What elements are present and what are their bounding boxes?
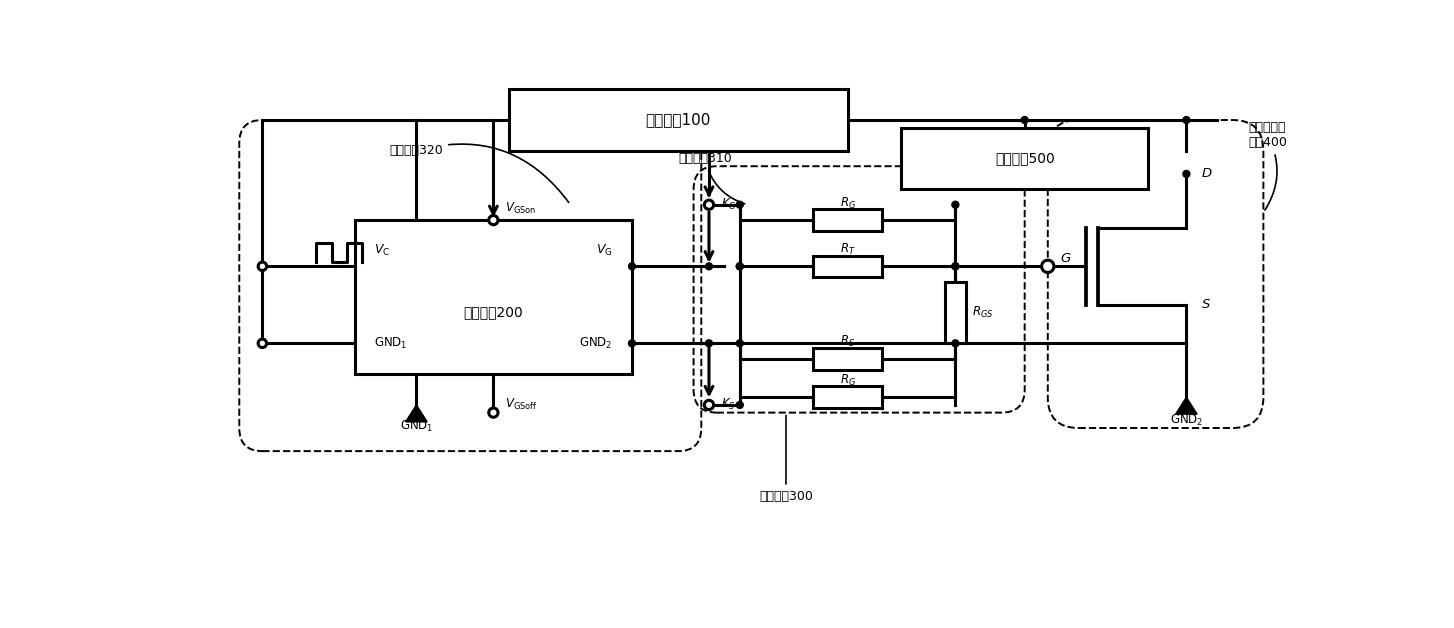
Bar	[813, 209, 883, 231]
Circle shape	[259, 262, 266, 271]
Circle shape	[736, 263, 743, 270]
Circle shape	[704, 400, 714, 409]
Polygon shape	[1176, 398, 1197, 414]
Circle shape	[952, 201, 958, 208]
Text: 控制电路100: 控制电路100	[646, 112, 711, 127]
Circle shape	[736, 263, 743, 270]
Text: GND$_2$: GND$_2$	[580, 336, 612, 351]
Bar	[945, 282, 965, 344]
Circle shape	[736, 401, 743, 408]
Circle shape	[736, 340, 743, 347]
Text: $V_\mathrm{GSoff}$: $V_\mathrm{GSoff}$	[505, 398, 538, 413]
Circle shape	[705, 340, 712, 347]
Text: $V_\mathrm{C}$: $V_\mathrm{C}$	[374, 244, 390, 259]
Bar	[813, 256, 883, 277]
Text: $R_S$: $R_S$	[840, 334, 855, 349]
Circle shape	[1184, 117, 1189, 124]
Text: D: D	[1202, 168, 1213, 180]
Bar	[901, 127, 1147, 189]
Bar	[509, 89, 848, 151]
Polygon shape	[406, 405, 427, 422]
Text: GND$_2$: GND$_2$	[1170, 413, 1202, 428]
Circle shape	[1184, 170, 1189, 177]
Text: $R_{GS}$: $R_{GS}$	[973, 305, 995, 320]
Circle shape	[489, 408, 499, 417]
Circle shape	[628, 340, 635, 347]
Bar	[813, 348, 883, 369]
Text: $R_G$: $R_G$	[839, 373, 855, 388]
Text: $K_G$: $K_G$	[721, 197, 736, 212]
Text: 驱动芯片200: 驱动芯片200	[464, 305, 523, 320]
Text: GND$_1$: GND$_1$	[374, 336, 407, 351]
Text: $V_\mathrm{G}$: $V_\mathrm{G}$	[596, 244, 612, 259]
Text: $R_G$: $R_G$	[839, 196, 855, 211]
Text: 驱动电阻310: 驱动电阻310	[678, 152, 744, 204]
Circle shape	[952, 263, 958, 270]
Text: 功率半导体
器件400: 功率半导体 器件400	[1248, 121, 1287, 210]
Circle shape	[705, 263, 712, 270]
Circle shape	[1021, 117, 1028, 124]
Text: S: S	[1202, 298, 1210, 311]
Circle shape	[704, 200, 714, 209]
Text: $V_\mathrm{GSon}$: $V_\mathrm{GSon}$	[505, 201, 537, 216]
Circle shape	[952, 340, 958, 347]
Circle shape	[489, 215, 499, 225]
Text: $R_T$: $R_T$	[840, 242, 855, 257]
Circle shape	[952, 263, 958, 270]
Text: 驱动支路320: 驱动支路320	[390, 144, 569, 202]
Circle shape	[628, 263, 635, 270]
Bar	[813, 386, 883, 408]
Circle shape	[736, 201, 743, 208]
Text: GND$_1$: GND$_1$	[400, 419, 433, 434]
Text: 驱动回路300: 驱动回路300	[759, 415, 813, 502]
Circle shape	[1041, 260, 1054, 273]
Bar	[355, 220, 632, 374]
Text: 采集电路500: 采集电路500	[995, 151, 1054, 166]
Text: G: G	[1060, 252, 1072, 265]
Text: $K_S$: $K_S$	[721, 398, 736, 413]
Circle shape	[259, 339, 266, 347]
